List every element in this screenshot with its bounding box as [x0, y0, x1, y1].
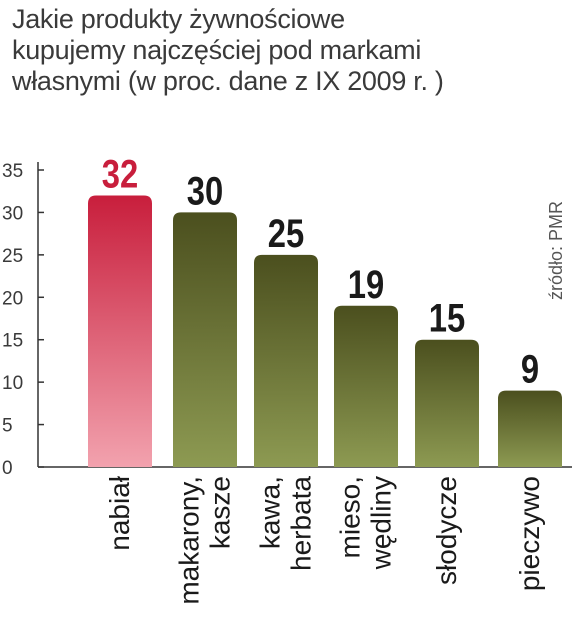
x-tick-label: pieczywo	[514, 476, 545, 591]
data-label: 25	[268, 211, 304, 256]
data-label: 9	[521, 347, 539, 392]
bar	[254, 254, 318, 467]
x-tick-label: wędliny	[366, 476, 397, 570]
x-tick-label: nabiał	[104, 475, 135, 551]
x-tick-label: kasze	[205, 476, 236, 549]
x-tick-label-group: nabiał	[104, 475, 135, 551]
x-tick-label-group: makarony, kasze	[174, 476, 236, 605]
y-tick-label: 0	[2, 458, 13, 479]
chart-title-line: kupujemy najczęściej pod markami	[12, 35, 422, 65]
x-tick-label: kawa,	[255, 476, 286, 549]
bar	[334, 305, 398, 467]
y-tick-label: 30	[2, 203, 23, 224]
chart-title-line: własnymi (w proc. dane z IX 2009 r. )	[12, 66, 444, 96]
data-label: 19	[348, 262, 384, 307]
y-tick-label: 15	[2, 331, 23, 352]
y-tick-label: 25	[2, 246, 23, 267]
chart-title: Jakie produkty żywnościowe kupujemy najc…	[12, 4, 572, 97]
x-tick-label-group: mieso, wędliny	[335, 476, 397, 570]
x-tick-label: słodycze	[431, 476, 462, 585]
x-tick-label: mieso,	[335, 476, 366, 558]
x-tick-label-group: kawa, herbata	[255, 476, 317, 571]
x-tick-label: herbata	[286, 476, 317, 571]
bar	[498, 390, 562, 467]
y-tick-label: 20	[2, 288, 23, 309]
bar	[415, 339, 479, 467]
bar	[173, 212, 237, 467]
data-label: 30	[187, 168, 223, 213]
y-tick-label: 10	[2, 373, 23, 394]
chart-title-line: Jakie produkty żywnościowe	[12, 4, 345, 34]
bar	[88, 195, 152, 467]
x-tick-label-group: pieczywo	[514, 476, 545, 591]
y-tick-label: 35	[2, 161, 23, 182]
x-tick-label: makarony,	[174, 476, 205, 605]
x-tick-label-group: słodycze	[431, 476, 462, 585]
data-label: 15	[429, 296, 465, 341]
data-label: 32	[102, 151, 138, 196]
y-tick-label: 5	[2, 416, 13, 437]
